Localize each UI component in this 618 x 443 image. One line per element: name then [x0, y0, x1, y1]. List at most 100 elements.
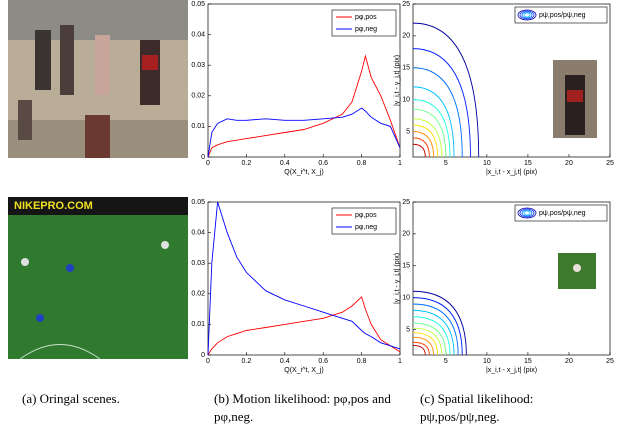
x-axis-label: Q(X_i^t, X_j)	[284, 367, 323, 374]
x-tick-label: 10	[483, 358, 491, 365]
caption-line: (b) Motion likelihood: pφ,pos and	[214, 391, 391, 406]
x-tick-label: 0.8	[357, 160, 367, 167]
contour-level	[412, 67, 463, 158]
y-tick-label: 15	[402, 65, 410, 72]
x-tick-label: 0.8	[357, 358, 367, 365]
contour-level	[412, 322, 447, 356]
legend-swatch	[519, 10, 535, 20]
contour-level	[412, 309, 455, 356]
legend-swatch	[523, 12, 531, 18]
y-tick-label: 0.04	[191, 229, 205, 236]
x-tick-label: 5	[444, 160, 448, 167]
legend-swatch	[521, 209, 533, 217]
y-tick-label: 5	[406, 128, 410, 135]
x-axis-label: Q(X_i^t, X_j)	[284, 169, 323, 176]
legend-label: pψ,pos/pψ,neg	[539, 210, 586, 217]
line-series	[207, 54, 401, 158]
x-tick-label: 25	[606, 358, 614, 365]
y-tick-label: 0.02	[191, 93, 205, 100]
plot-frame	[412, 3, 611, 158]
caption-line: pψ,pos/pψ,neg.	[420, 409, 499, 424]
legend-box	[331, 207, 397, 235]
x-tick-label: 0.4	[280, 160, 290, 167]
x-tick-label: 25	[606, 160, 614, 167]
legend-box	[514, 6, 608, 24]
x-tick-label: 1	[398, 160, 402, 167]
line-series	[207, 107, 401, 158]
contour-level	[412, 131, 434, 158]
legend-box	[331, 9, 397, 37]
contour-level	[412, 327, 443, 356]
contour-level	[412, 118, 443, 158]
inset-top	[553, 60, 597, 138]
y-tick-label: 0.01	[191, 321, 205, 328]
y-tick-label: 0.02	[191, 291, 205, 298]
contour-level	[412, 99, 451, 158]
contour-level	[412, 108, 447, 158]
x-axis-label: |x_i,t - x_j,t| (pix)	[486, 169, 537, 176]
x-tick-label: 0.2	[242, 160, 252, 167]
caption-line: (c) Spatial likelihood:	[420, 391, 533, 406]
y-tick-label: 10	[402, 294, 410, 301]
contour-level	[412, 143, 426, 158]
caption-line: pφ,neg.	[214, 409, 253, 424]
contour-level	[412, 344, 426, 356]
y-axis-label: |y_i,t - y_j,t| (pix)	[394, 253, 401, 304]
x-tick-label: 10	[483, 160, 491, 167]
caption: (a) Oringal scenes.	[22, 391, 120, 406]
contour-level	[412, 341, 430, 356]
x-tick-label: 0	[206, 160, 210, 167]
x-tick-label: 0	[206, 358, 210, 365]
plot-frame	[207, 201, 401, 356]
scene-top	[8, 0, 188, 158]
y-tick-label: 20	[402, 231, 410, 238]
legend-box	[514, 204, 608, 222]
y-tick-label: 0.05	[191, 199, 205, 206]
contour-level	[412, 22, 480, 158]
contour-level	[412, 124, 439, 158]
legend-swatch	[517, 207, 537, 219]
legend-label: pψ,pos/pψ,neg	[539, 12, 586, 19]
x-axis-label: |x_i,t - x_j,t| (pix)	[486, 367, 537, 374]
x-tick-label: 0.4	[280, 358, 290, 365]
x-tick-label: 5	[444, 358, 448, 365]
y-tick-label: 5	[406, 326, 410, 333]
contour-level	[412, 48, 471, 158]
x-tick-label: 0.6	[318, 160, 328, 167]
contour-level	[412, 86, 455, 158]
contour-level	[412, 290, 467, 356]
legend-swatch	[523, 210, 531, 216]
legend-swatch	[521, 11, 533, 19]
contour-level	[412, 297, 463, 356]
y-axis-label: |y_i,t - y_j,t| (pix)	[394, 55, 401, 106]
y-tick-label: 15	[402, 263, 410, 270]
y-tick-label: 0.01	[191, 123, 205, 130]
banner-text: NIKEPRO.COM	[14, 200, 93, 212]
x-tick-label: 20	[565, 160, 573, 167]
contour-level	[412, 336, 434, 356]
legend-label: pφ,neg	[355, 26, 377, 33]
x-tick-label: 0.6	[318, 358, 328, 365]
contour-level	[412, 316, 451, 356]
y-tick-label: 0.03	[191, 62, 205, 69]
legend-swatch	[519, 208, 535, 218]
line-series	[207, 201, 401, 356]
line-series	[207, 296, 401, 356]
inset-bottom	[558, 253, 596, 289]
y-tick-label: 0.05	[191, 1, 205, 8]
x-tick-label: 0.2	[242, 358, 252, 365]
contour-level	[412, 332, 439, 356]
legend-label: pφ,neg	[355, 224, 377, 231]
y-tick-label: 0.04	[191, 31, 205, 38]
x-tick-label: 15	[524, 358, 532, 365]
y-tick-label: 10	[402, 96, 410, 103]
x-tick-label: 1	[398, 358, 402, 365]
x-tick-label: 15	[524, 160, 532, 167]
y-tick-label: 0	[201, 154, 205, 161]
plot-frame	[412, 201, 611, 356]
legend-label: pφ,pos	[355, 14, 377, 21]
scene-bottom: NIKEPRO.COM	[8, 197, 188, 360]
caption: (c) Spatial likelihood: pψ,pos/pψ,neg.	[420, 391, 533, 424]
y-tick-label: 0	[201, 352, 205, 359]
